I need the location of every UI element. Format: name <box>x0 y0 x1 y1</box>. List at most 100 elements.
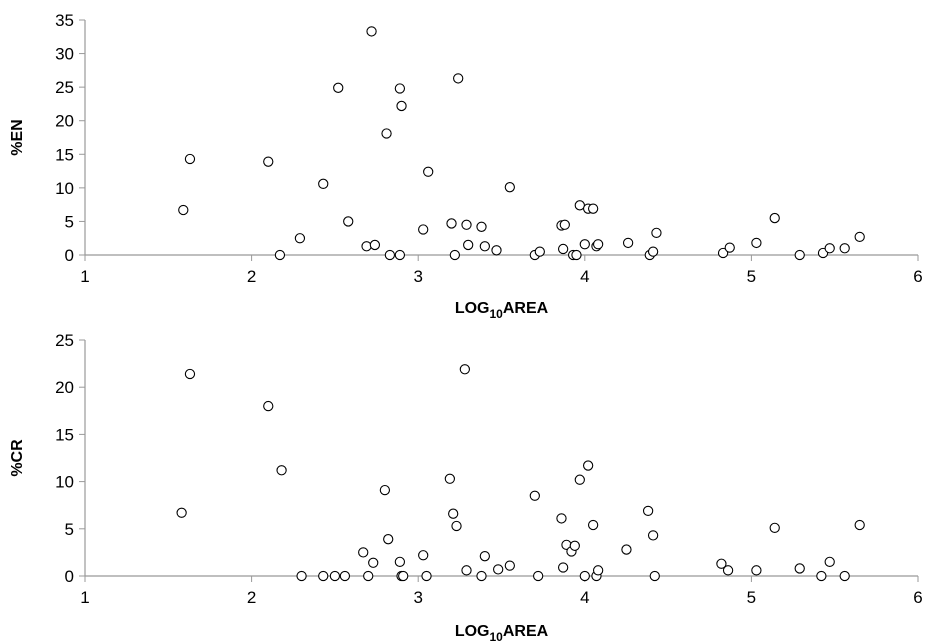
en-x-axis-label-subscript: 10 <box>489 307 503 321</box>
en-data-point <box>294 233 306 244</box>
en-y-tick-label: 30 <box>55 45 74 64</box>
en-y-tick-label: 35 <box>55 11 74 30</box>
cr-data-point <box>379 484 391 496</box>
en-data-point <box>461 219 472 230</box>
en-data-point <box>622 237 634 249</box>
en-data-point <box>724 242 735 253</box>
cr-data-point <box>184 368 196 380</box>
cr-data-point <box>592 565 604 576</box>
en-y-axis-label: %EN <box>9 119 26 155</box>
en-x-axis-label-main: LOG <box>455 300 490 317</box>
cr-data-point <box>574 474 585 485</box>
cr-x-tick-label: 5 <box>747 588 756 607</box>
cr-data-point <box>621 544 632 555</box>
en-data-point <box>751 237 762 249</box>
cr-data-point <box>394 556 406 567</box>
en-data-point <box>333 82 344 93</box>
cr-y-tick-label: 25 <box>55 331 74 350</box>
en-data-point <box>318 178 329 189</box>
en-data-point <box>423 166 434 177</box>
cr-data-point <box>358 547 369 558</box>
cr-data-point <box>556 513 567 524</box>
en-data-point <box>491 245 502 256</box>
cr-y-tick-label: 10 <box>55 473 74 492</box>
cr-data-point <box>368 557 379 568</box>
cr-data-point <box>383 534 394 545</box>
en-data-point <box>384 249 396 261</box>
en-data-point <box>476 221 487 232</box>
en-data-point <box>559 219 570 230</box>
cr-data-point <box>716 558 727 569</box>
cr-data-point <box>176 507 187 518</box>
en-y-tick-label: 0 <box>65 246 74 265</box>
en-y-tick-label: 5 <box>65 212 74 231</box>
cr-y-tick-label: 0 <box>65 567 74 586</box>
cr-data-point <box>339 570 351 582</box>
en-y-tick-label: 20 <box>55 112 74 131</box>
en-data-point <box>394 83 406 94</box>
en-x-tick-label: 3 <box>413 267 422 286</box>
cr-x-tick-label: 6 <box>913 588 922 607</box>
cr-y-axis-label: %CR <box>9 439 26 477</box>
cr-data-point <box>816 570 827 582</box>
en-data-point <box>453 73 464 84</box>
cr-data-point <box>459 364 470 375</box>
cr-data-point <box>647 530 659 541</box>
en-data-point <box>571 249 582 261</box>
en-y-tick-label: 10 <box>55 179 74 198</box>
cr-data-point <box>582 460 594 471</box>
en-data-point <box>381 128 392 139</box>
cr-data-point <box>769 522 780 534</box>
en-data-point <box>479 241 490 252</box>
cr-data-point <box>418 550 429 561</box>
cr-data-point <box>363 570 374 582</box>
en-data-point <box>394 249 406 261</box>
en-data-point <box>651 227 662 238</box>
en-x-axis-label-suffix: AREA <box>503 300 549 317</box>
cr-x-tick-label: 2 <box>247 588 256 607</box>
cr-data-point <box>276 465 287 476</box>
cr-data-point <box>461 565 472 576</box>
en-data-point <box>587 203 599 214</box>
en-x-tick-label: 4 <box>580 267 589 286</box>
cr-data-point <box>854 519 865 531</box>
en-y-tick-label: 15 <box>55 145 74 164</box>
cr-data-point <box>448 508 459 519</box>
en-data-point <box>178 204 189 216</box>
en-x-tick-label: 1 <box>80 267 89 286</box>
cr-data-point <box>569 540 580 551</box>
en-data-point <box>769 212 780 224</box>
cr-data-point <box>421 570 432 582</box>
cr-x-axis-label-subscript: 10 <box>489 630 503 643</box>
en-data-point <box>534 246 545 257</box>
cr-data-point <box>476 570 487 582</box>
cr-data-point <box>533 570 544 582</box>
en-x-tick-label: 2 <box>247 267 256 286</box>
cr-x-axis-label-suffix: AREA <box>503 623 549 640</box>
cr-data-point <box>751 565 762 576</box>
cr-x-tick-label: 1 <box>80 588 89 607</box>
cr-data-point <box>504 560 515 571</box>
cr-x-axis-label: LOG10AREA <box>455 623 549 643</box>
en-data-point <box>446 218 457 229</box>
en-data-point <box>717 247 729 259</box>
en-data-point <box>449 249 461 261</box>
en-data-point <box>369 239 381 251</box>
en-data-point <box>463 239 474 251</box>
en-data-point <box>184 153 196 165</box>
en-data-point <box>418 224 429 235</box>
cr-data-point <box>839 570 850 582</box>
cr-y-tick-label: 5 <box>65 520 74 539</box>
en-data-point <box>361 241 372 252</box>
en-x-axis-label: LOG10AREA <box>455 300 549 321</box>
cr-data-point <box>579 570 590 582</box>
en-data-point <box>263 156 274 167</box>
cr-data-point <box>451 520 462 532</box>
en-data-point <box>343 216 354 227</box>
cr-data-point <box>557 562 569 573</box>
en-data-point <box>557 243 569 255</box>
en-data-point <box>854 231 865 243</box>
cr-data-point <box>824 556 835 567</box>
cr-data-point <box>794 563 805 574</box>
